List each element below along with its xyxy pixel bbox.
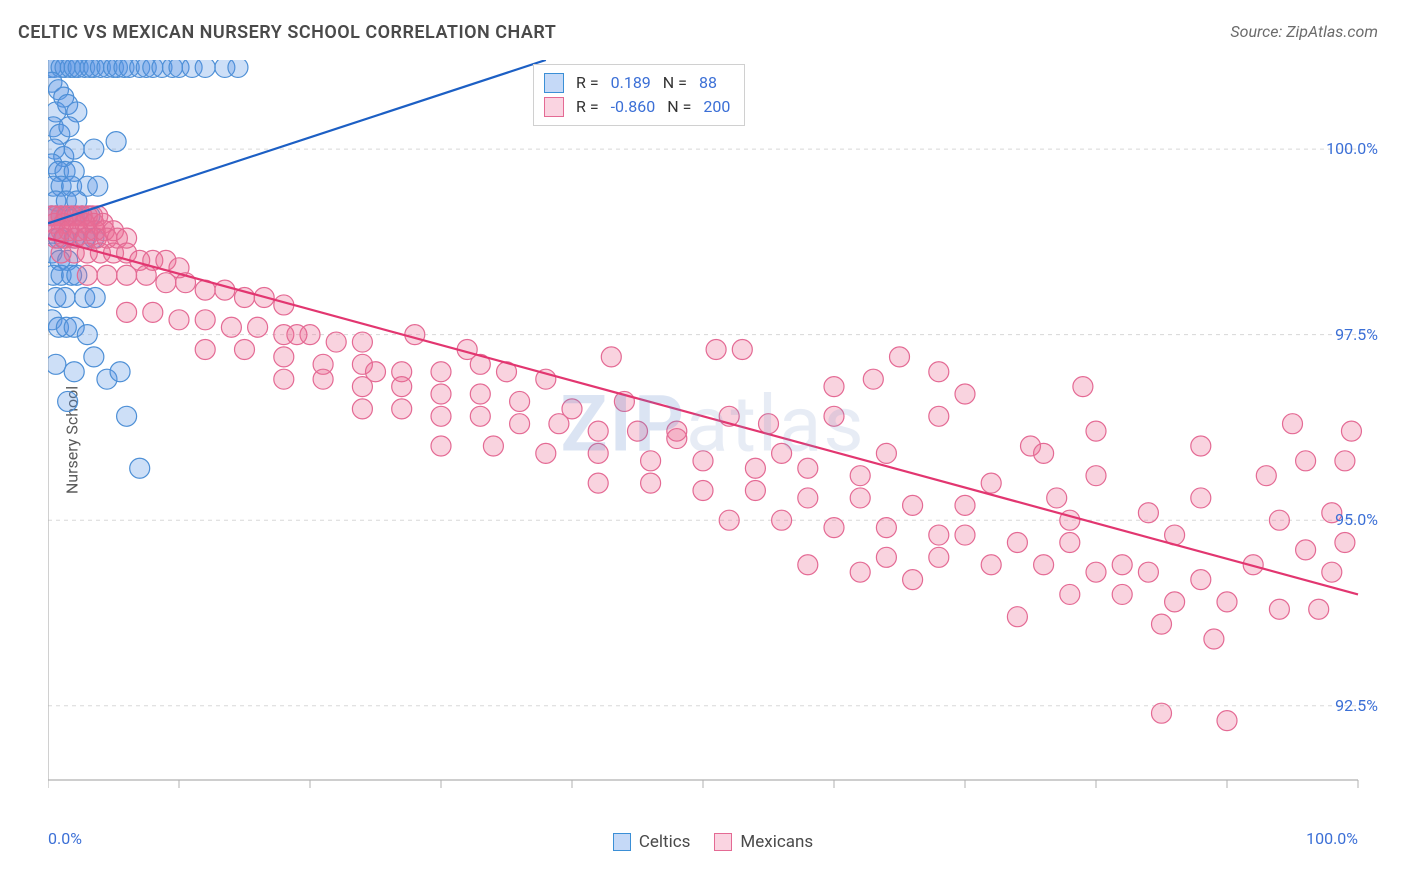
- r-value-celtics: 0.189: [611, 71, 651, 95]
- r-label: R =: [576, 71, 599, 95]
- y-grid-label: 100.0%: [1326, 139, 1378, 158]
- bottom-legend: Celtics Mexicans: [48, 832, 1378, 852]
- r-label: R =: [576, 95, 599, 119]
- n-value-mexicans: 200: [703, 95, 730, 119]
- scatter-plot: [48, 60, 1378, 820]
- y-grid-label: 97.5%: [1335, 325, 1378, 344]
- n-label: N =: [667, 95, 691, 119]
- stats-legend: R = 0.189 N = 88 R = -0.860 N = 200: [533, 64, 745, 126]
- source-label: Source: ZipAtlas.com: [1230, 22, 1378, 41]
- header: CELTIC VS MEXICAN NURSERY SCHOOL CORRELA…: [0, 0, 1406, 51]
- legend-swatch-mexicans: [714, 833, 732, 851]
- chart-area: Nursery School ZIPatlas R = 0.189 N = 88…: [48, 60, 1378, 820]
- chart-title: CELTIC VS MEXICAN NURSERY SCHOOL CORRELA…: [18, 22, 556, 43]
- n-value-celtics: 88: [699, 71, 717, 95]
- legend-label-mexicans: Mexicans: [740, 832, 813, 852]
- legend-swatch-celtics: [613, 833, 631, 851]
- legend-swatch-mexicans: [544, 97, 564, 117]
- legend-item-mexicans: Mexicans: [714, 832, 813, 852]
- y-grid-label: 95.0%: [1335, 510, 1378, 529]
- legend-item-celtics: Celtics: [613, 832, 691, 852]
- legend-swatch-celtics: [544, 73, 564, 93]
- stats-legend-row-celtics: R = 0.189 N = 88: [544, 71, 730, 95]
- r-value-mexicans: -0.860: [611, 95, 656, 119]
- stats-legend-row-mexicans: R = -0.860 N = 200: [544, 95, 730, 119]
- legend-label-celtics: Celtics: [639, 832, 691, 852]
- n-label: N =: [663, 71, 687, 95]
- y-grid-label: 92.5%: [1335, 696, 1378, 715]
